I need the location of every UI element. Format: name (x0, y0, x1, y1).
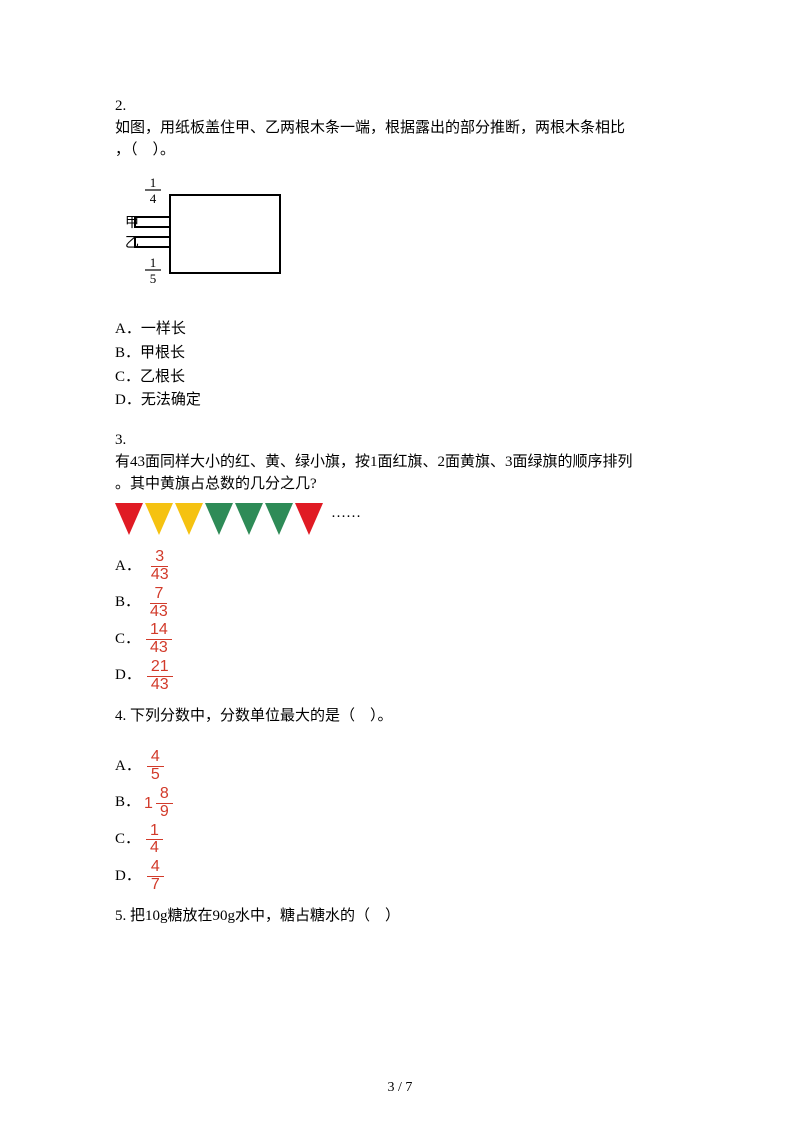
q2-options: A．一样长 B．甲根长 C．乙根长 D．无法确定 (115, 319, 685, 412)
fraction: 45 (147, 749, 164, 784)
q3-flags: …… (115, 503, 685, 535)
q2-option-a: A．一样长 (115, 319, 685, 341)
q2-diagram: 1 4 甲 乙 1 5 (115, 175, 685, 303)
flag-icon (265, 503, 293, 535)
q3-option-a: A． 343 (115, 549, 685, 584)
q3-text-line1: 有43面同样大小的红、黄、绿小旗，按1面红旗、2面黄旗、3面绿旗的顺序排列 (115, 454, 633, 470)
fraction: 89 (156, 786, 173, 821)
svg-text:甲: 甲 (125, 216, 139, 231)
ellipsis: …… (331, 503, 361, 525)
fraction: 47 (147, 859, 164, 894)
fraction: 743 (146, 586, 172, 621)
q4-option-d: D． 47 (115, 859, 685, 894)
q2-option-c: C．乙根长 (115, 367, 685, 389)
q4-option-b: B．189 (115, 786, 685, 821)
page-content: 2. 如图，用纸板盖住甲、乙两根木条一端，根据露出的部分推断，两根木条相比 ，（… (0, 0, 800, 976)
option-letter: D． (115, 665, 141, 687)
q3-text-line2: 。其中黄旗占总数的几分之几? (115, 476, 317, 492)
q2-number: 2. (115, 96, 685, 118)
svg-text:1: 1 (150, 255, 157, 270)
flag-icon (145, 503, 173, 535)
fraction: 343 (147, 549, 173, 584)
mixed-number: 189 (144, 786, 173, 821)
fraction: 14 (146, 823, 163, 858)
q2-option-d: D．无法确定 (115, 390, 685, 412)
svg-text:5: 5 (150, 271, 157, 286)
fraction: 2143 (147, 659, 173, 694)
mixed-number: 45 (145, 749, 164, 784)
svg-text:4: 4 (150, 191, 157, 206)
q5-text: 5. 把10g糖放在90g水中，糖占糖水的（ ） (115, 906, 685, 928)
q4-text: 4. 下列分数中，分数单位最大的是（ ）。 (115, 706, 685, 728)
q2-text-line1: 如图，用纸板盖住甲、乙两根木条一端，根据露出的部分推断，两根木条相比 (115, 120, 625, 136)
q4-option-a: A． 45 (115, 749, 685, 784)
flag-icon (235, 503, 263, 535)
q3-option-b: B． 743 (115, 586, 685, 621)
svg-text:1: 1 (150, 175, 157, 190)
q2-svg: 1 4 甲 乙 1 5 (115, 175, 285, 295)
option-letter: C． (115, 829, 140, 851)
mixed-number: 47 (145, 859, 164, 894)
flag-icon (175, 503, 203, 535)
option-letter: B． (115, 792, 140, 814)
svg-text:乙: 乙 (125, 235, 139, 251)
flag-icon (205, 503, 233, 535)
q2-text-line2: ，（ ）。 (115, 142, 175, 158)
q3-text: 有43面同样大小的红、黄、绿小旗，按1面红旗、2面黄旗、3面绿旗的顺序排列 。其… (115, 452, 685, 496)
flag-icon (295, 503, 323, 535)
q4-options: A．45B．189C．14D．47 (115, 749, 685, 893)
fraction: 1443 (146, 622, 172, 657)
page-footer: 3 / 7 (0, 1080, 800, 1096)
mixed-number: 14 (144, 823, 163, 858)
option-letter: A． (115, 756, 141, 778)
q3-number: 3. (115, 430, 685, 452)
option-letter: C． (115, 629, 140, 651)
q3-option-d: D． 2143 (115, 659, 685, 694)
q4-option-c: C． 14 (115, 823, 685, 858)
option-letter: A． (115, 556, 141, 578)
q2-option-b: B．甲根长 (115, 343, 685, 365)
flag-icon (115, 503, 143, 535)
q2-text: 如图，用纸板盖住甲、乙两根木条一端，根据露出的部分推断，两根木条相比 ，（ ）。 (115, 118, 685, 162)
q3-option-c: C． 1443 (115, 622, 685, 657)
option-letter: D． (115, 866, 141, 888)
option-letter: B． (115, 592, 140, 614)
q3-options: A． 343 B． 743 C． 1443D． 2143 (115, 549, 685, 693)
